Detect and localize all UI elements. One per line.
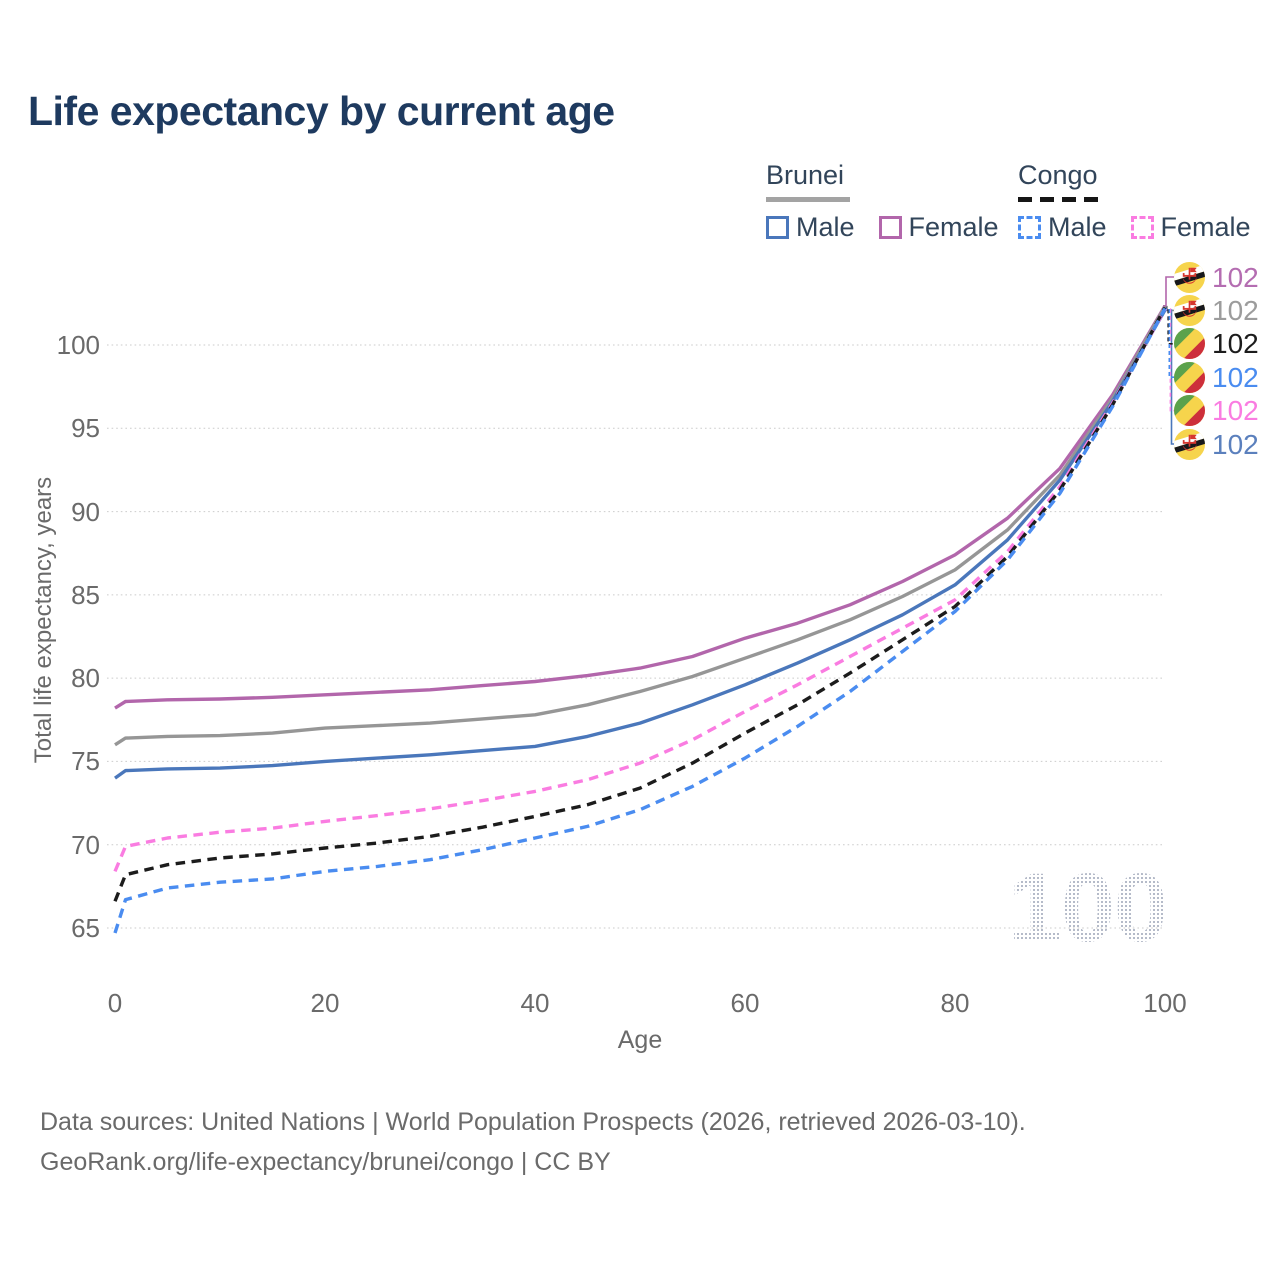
- series-end-label-brunei_both: 102: [1174, 294, 1259, 326]
- series-end-label-congo_both: 102: [1174, 328, 1259, 360]
- brunei-flag-icon: [1174, 428, 1205, 460]
- y-tick-label: 85: [71, 579, 100, 610]
- x-tick-label: 60: [730, 988, 760, 1018]
- brunei-flag-icon: [1174, 261, 1205, 293]
- legend-item-label: Female: [908, 212, 999, 242]
- brunei-female-swatch-icon[interactable]: [878, 216, 902, 239]
- legend-item-brunei-male[interactable]: Male: [766, 212, 855, 243]
- x-axis-title: Age: [617, 1026, 663, 1054]
- legend-item-congo-female[interactable]: Female: [1130, 212, 1251, 243]
- legend-brunei-line-sample: [766, 197, 850, 202]
- series-line-congo_both: [113, 306, 1167, 902]
- legend-group-brunei: Brunei Male Female: [766, 160, 999, 243]
- legend-group-congo: Congo Male Female: [1018, 160, 1251, 243]
- series-line-congo_male: [113, 307, 1167, 934]
- legend-congo-title: Congo: [1018, 160, 1098, 190]
- congo-flag-icon: [1174, 395, 1205, 427]
- page-title: Life expectancy by current age: [28, 88, 615, 134]
- series-end-label-congo_male: 102: [1174, 361, 1259, 393]
- end-value: 102: [1212, 361, 1259, 393]
- series-end-label-brunei_female: 102: [1174, 261, 1259, 293]
- x-tick-label: 40: [520, 988, 550, 1018]
- brunei-male-swatch-icon[interactable]: [766, 216, 789, 239]
- y-tick-label: 65: [71, 912, 100, 943]
- y-tick-label: 95: [71, 413, 100, 444]
- x-tick-label: 80: [940, 988, 970, 1018]
- y-tick-label: 100: [56, 330, 100, 360]
- legend-item-congo-male[interactable]: Male: [1018, 212, 1107, 243]
- series-end-label-congo_female: 102: [1174, 395, 1259, 427]
- y-tick-label: 80: [71, 663, 100, 694]
- data-sources-note: Data sources: United Nations | World Pop…: [40, 1108, 1026, 1136]
- y-tick-label: 75: [71, 746, 100, 777]
- legend-brunei-title: Brunei: [766, 160, 845, 190]
- x-tick-label: 0: [107, 988, 123, 1018]
- end-value: 102: [1212, 395, 1259, 427]
- attribution-note: GeoRank.org/life-expectancy/brunei/congo…: [40, 1148, 611, 1176]
- end-value: 102: [1212, 261, 1259, 293]
- x-tick-label: 20: [310, 988, 340, 1018]
- legend-congo-line-sample: [1018, 197, 1102, 202]
- brunei-flag-icon: [1174, 294, 1205, 326]
- series-line-brunei_female: [114, 305, 1167, 710]
- legend-item-label: Male: [796, 212, 855, 242]
- congo-flag-icon: [1174, 328, 1205, 360]
- end-value: 102: [1212, 294, 1259, 326]
- legend-item-brunei-female[interactable]: Female: [878, 212, 999, 243]
- x-tick-label: 100: [1143, 988, 1187, 1018]
- y-axis-title: Total life expectancy, years: [30, 476, 57, 764]
- congo-female-swatch-icon[interactable]: [1130, 216, 1154, 239]
- age-watermark: 100: [1008, 853, 1168, 962]
- series-line-brunei_male: [114, 309, 1167, 780]
- end-value: 102: [1212, 328, 1259, 360]
- congo-flag-icon: [1174, 361, 1205, 393]
- leader-line-congo_female: [1163, 308, 1175, 412]
- series-line-congo_female: [113, 308, 1167, 873]
- series-line-brunei_both: [114, 305, 1167, 747]
- series-end-label-brunei_male: 102: [1174, 428, 1259, 460]
- y-tick-label: 70: [71, 829, 100, 860]
- y-tick-label: 90: [71, 496, 100, 527]
- end-value: 102: [1212, 428, 1259, 460]
- legend-item-label: Female: [1160, 212, 1251, 242]
- congo-male-swatch-icon[interactable]: [1018, 216, 1041, 239]
- legend-item-label: Male: [1048, 212, 1107, 242]
